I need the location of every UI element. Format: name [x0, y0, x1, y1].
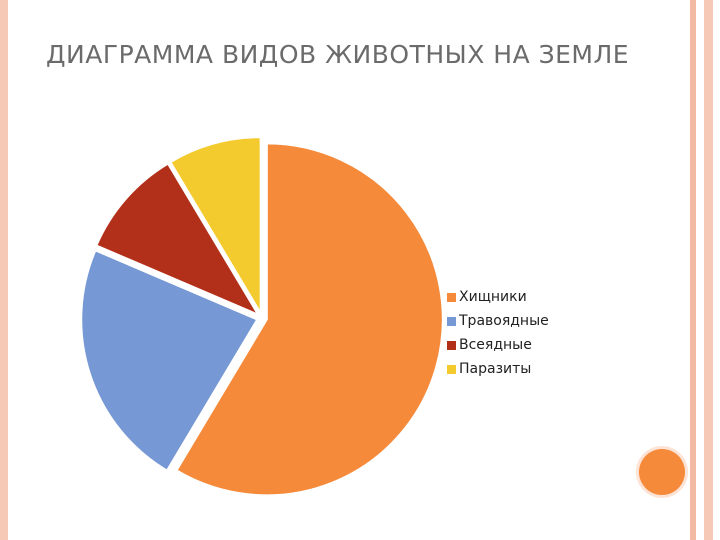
legend-label: Хищники: [459, 289, 527, 305]
decor-circle: [639, 449, 685, 495]
pie-slice: [80, 249, 259, 473]
legend-swatch: [447, 365, 456, 374]
legend-label: Травоядные: [458, 313, 549, 329]
chart-title: ДИАГРАММА ВИДОВ ЖИВОТНЫХ НА ЗЕМЛЕ: [46, 40, 630, 69]
pie-slice: [175, 142, 444, 497]
legend-swatch: [447, 317, 456, 326]
legend-swatch: [447, 341, 456, 350]
right-border: [690, 0, 696, 540]
legend-swatch: [447, 293, 456, 302]
legend-label: Паразиты: [459, 361, 531, 377]
legend-label: Всеядные: [459, 337, 532, 353]
left-border: [0, 0, 8, 540]
pie-slice: [95, 162, 261, 317]
pie-slice: [169, 136, 262, 317]
right-border: [704, 0, 713, 540]
